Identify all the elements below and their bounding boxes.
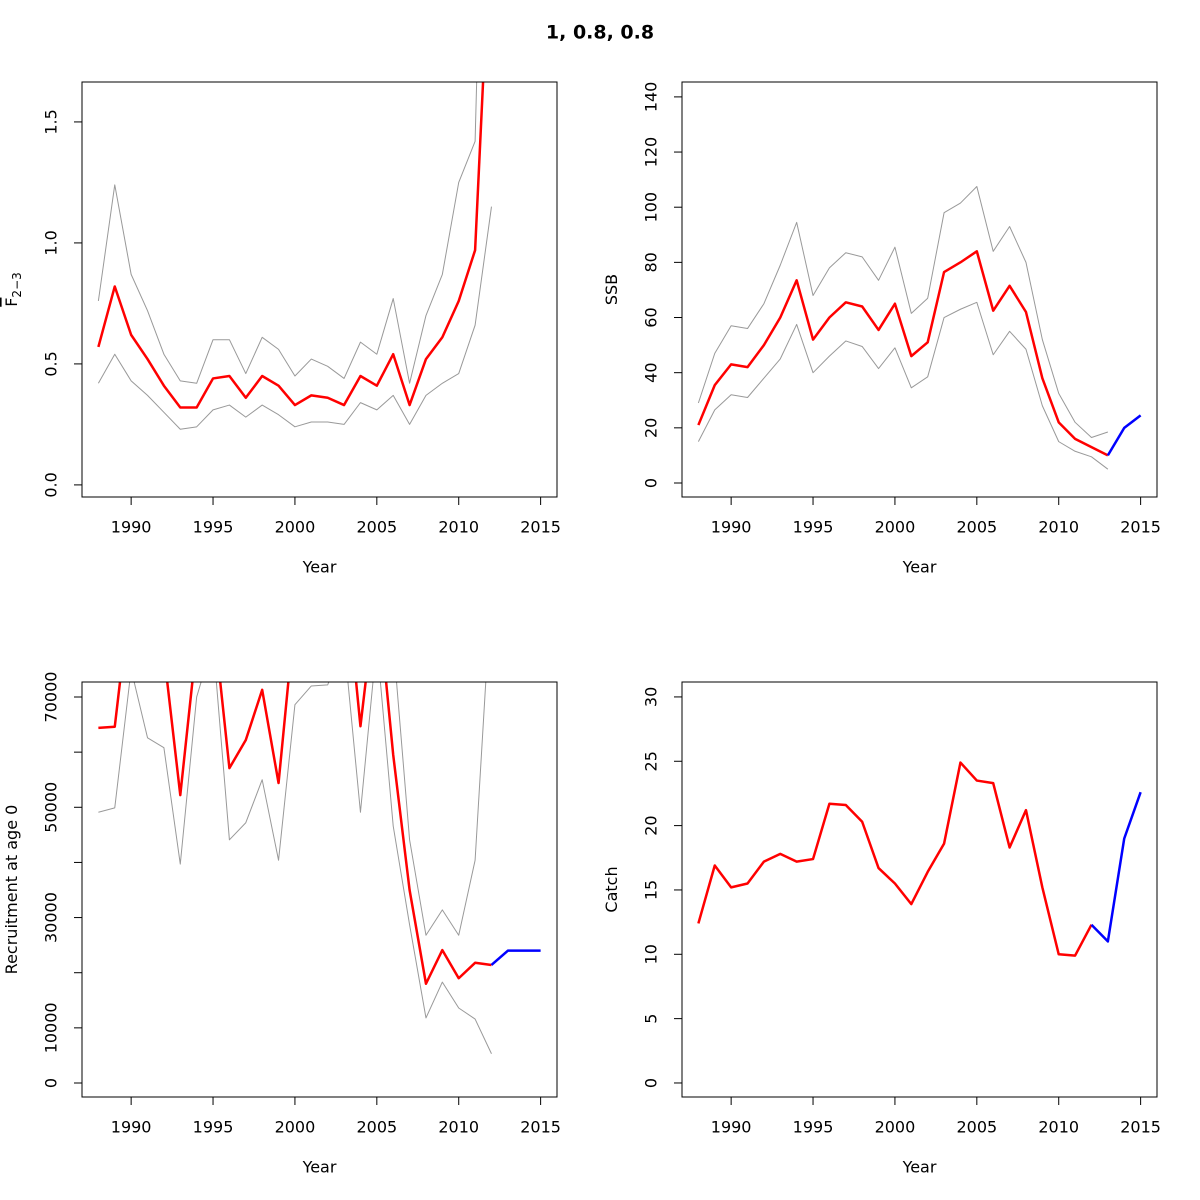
x-tick-label: 1995 [193, 518, 234, 537]
series-line [97, 206, 492, 430]
y-tick-label: 120 [642, 137, 661, 168]
series-line [98, 682, 492, 1054]
x-tick-label: 2000 [275, 1118, 316, 1137]
y-axis-label: SSB [602, 274, 621, 305]
x-tick-label: 1990 [111, 1118, 152, 1137]
y-tick-label: 50000 [42, 782, 61, 833]
y-tick-label: 0 [42, 1078, 61, 1088]
plot-frame [81, 681, 558, 1098]
panel: 1990 1995 2000 2005 2010 2015 0 10000 30000 50000… [2, 672, 561, 1177]
series-line [1090, 791, 1142, 943]
x-tick-label: 2015 [1120, 1118, 1161, 1137]
y-axis-label-main: Recruitment at age 0 [2, 805, 21, 975]
x-axis-label: Year [302, 558, 337, 577]
y-tick-label: 5 [642, 1014, 661, 1024]
y-tick-label: 0 [642, 1078, 661, 1088]
y-tick-label: 25 [642, 751, 661, 771]
series-line [697, 301, 1109, 470]
y-tick-label: 30 [642, 687, 661, 707]
figure-title: 1, 0.8, 0.8 [546, 22, 654, 44]
series-line [1106, 414, 1142, 457]
x-axis-label: Year [902, 558, 937, 577]
y-tick-label: 80 [642, 252, 661, 272]
y-tick-label: 30000 [42, 892, 61, 943]
series-line [98, 682, 492, 985]
y-tick-label: 40 [642, 362, 661, 382]
y-tick-label: 140 [642, 82, 661, 113]
x-axis-label: Year [902, 1158, 937, 1177]
y-axis-label-subscript: 2−3 [10, 272, 24, 297]
y-axis-label-main: SSB [602, 274, 621, 305]
y-axis-label: F2−3 [2, 272, 24, 307]
x-tick-label: 2010 [438, 1118, 479, 1137]
x-tick-label: 1995 [193, 1118, 234, 1137]
y-axis-label-main: Catch [602, 866, 621, 912]
series-line [490, 949, 541, 966]
x-tick-label: 1995 [793, 518, 834, 537]
x-tick-label: 2015 [1120, 518, 1161, 537]
x-tick-label: 2005 [956, 1118, 997, 1137]
series-line [697, 761, 1093, 957]
x-tick-label: 2010 [1038, 518, 1079, 537]
y-axis-label: Recruitment at age 0 [2, 805, 21, 975]
series-line [396, 682, 487, 936]
y-tick-label: 100 [642, 192, 661, 223]
x-tick-label: 1990 [111, 518, 152, 537]
series-line [97, 82, 485, 409]
y-tick-label: 10000 [42, 1002, 61, 1053]
series-line [697, 186, 1109, 438]
x-tick-label: 2015 [520, 1118, 561, 1137]
y-axis-label-main: F [2, 298, 21, 307]
y-axis-label: Catch [602, 866, 621, 912]
y-tick-label: 1.5 [42, 109, 61, 134]
y-tick-label: 0.0 [42, 472, 61, 497]
x-tick-label: 2010 [438, 518, 479, 537]
x-tick-label: 2010 [1038, 1118, 1079, 1137]
plot-frame [81, 81, 558, 498]
series-line [97, 82, 478, 384]
x-tick-label: 2005 [356, 1118, 397, 1137]
x-tick-label: 2000 [875, 518, 916, 537]
y-tick-label: 0 [642, 478, 661, 488]
x-tick-label: 2005 [356, 518, 397, 537]
y-tick-label: 60 [642, 307, 661, 327]
y-tick-label: 1.0 [42, 230, 61, 255]
y-tick-label: 15 [642, 880, 661, 900]
y-tick-label: 70000 [42, 672, 61, 723]
x-tick-label: 2000 [275, 518, 316, 537]
y-tick-label: 10 [642, 944, 661, 964]
x-tick-label: 1990 [711, 518, 752, 537]
panel: 1990 1995 2000 2005 2010 2015 0 5 10 15 20 25 30 Year… [602, 681, 1161, 1177]
y-tick-label: 0.5 [42, 351, 61, 376]
x-tick-label: 1995 [793, 1118, 834, 1137]
x-tick-label: 1990 [711, 1118, 752, 1137]
x-axis-label: Year [302, 1158, 337, 1177]
series-line [697, 250, 1109, 457]
panel: 1990 1995 2000 2005 2010 2015 0.0 0.5 1.0 1.5 Year… [2, 81, 561, 577]
x-tick-label: 2005 [956, 518, 997, 537]
x-tick-label: 2000 [875, 1118, 916, 1137]
y-tick-label: 20 [642, 815, 661, 835]
x-tick-label: 2015 [520, 518, 561, 537]
panel: 1990 1995 2000 2005 2010 2015 0 20 40 60 80 100 120 1… [602, 81, 1161, 577]
y-tick-label: 20 [642, 418, 661, 438]
plot-frame [681, 81, 1158, 498]
